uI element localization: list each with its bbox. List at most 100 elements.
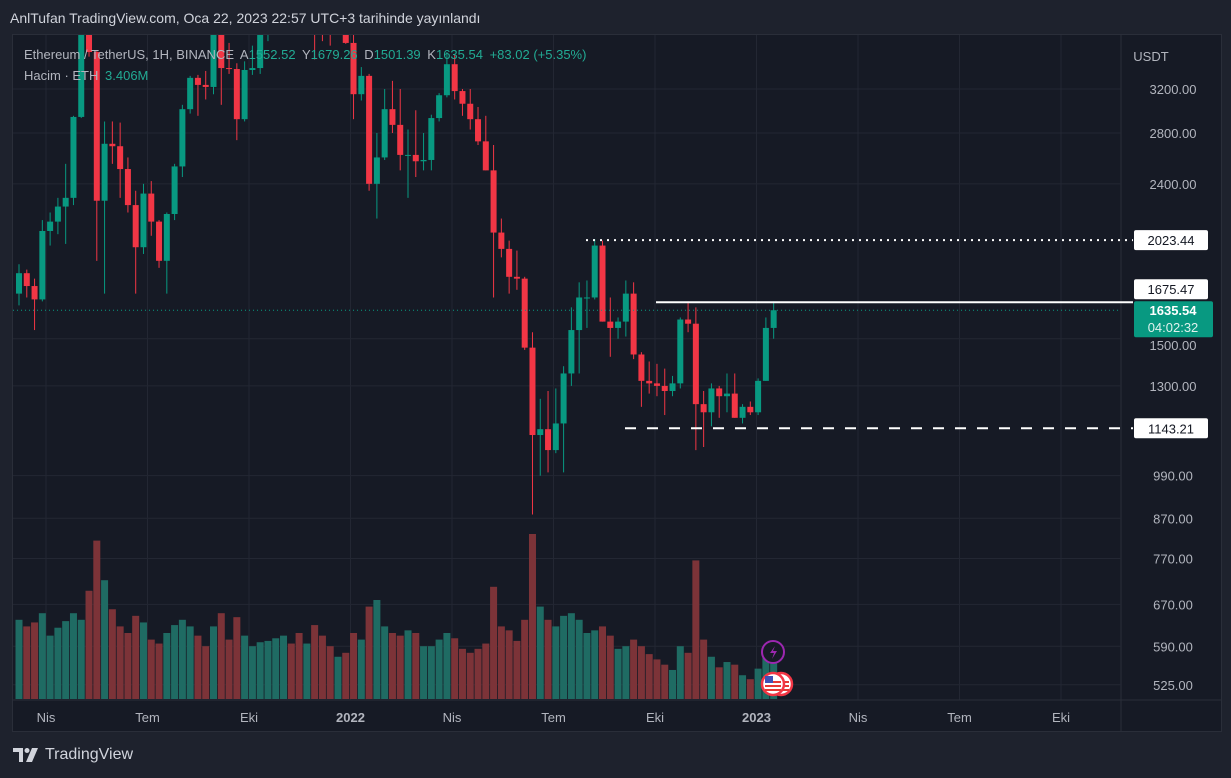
candle-body [124,169,131,206]
price-axis-label: 2400.00 [1150,177,1197,192]
volume-bar [264,640,272,699]
candle-body [568,330,575,374]
candle-body [591,245,598,298]
legend-open: 1552.52 [248,47,296,62]
volume-bar [101,580,109,699]
volume-bar [497,626,505,699]
volume-bar [490,586,498,699]
candle-body [630,293,637,355]
candle-body [708,388,715,413]
candle-body [475,119,482,142]
price-axis-label: 1500.00 [1150,338,1197,353]
volume-bar [614,648,622,699]
candle-body [755,380,762,413]
volume-bar [318,635,326,699]
candle-body [653,383,660,386]
price-axis-label: 770.00 [1153,552,1193,567]
candle-body [599,245,606,322]
candle-body [412,154,419,162]
price-axis-label: 590.00 [1153,639,1193,654]
volume-bar [38,613,46,699]
time-axis-label: 2023 [742,710,771,725]
lightning-icon-glyph [770,646,777,659]
volume-bar [762,648,770,699]
candlestick-chart[interactable]: Nis Tem Eki 2022 Nis Tem Eki 2023 Nis Tem Eki USDT 3… [13,35,1222,732]
candle-body [54,206,61,222]
price-axis-currency[interactable]: USDT [1133,49,1168,64]
candle-body [731,393,738,418]
candle-body [716,388,723,397]
current-price-badge [1134,301,1213,338]
price-axis-label: 990.00 [1153,469,1193,484]
time-axis-label: Eki [1052,710,1070,725]
candle-body [163,214,170,261]
volume-bar [287,643,295,699]
volume-bar [692,560,700,699]
time-axis-label: Eki [646,710,664,725]
time-axis-label: Tem [947,710,972,725]
flag-canton [765,676,773,683]
volume-bar [676,646,684,699]
volume-bar [653,659,661,699]
volume-bar [388,633,396,699]
volume-bar [739,675,747,699]
candle-body [156,221,163,261]
volume-bar [194,635,202,699]
candle-body [607,321,614,328]
volume-bar [186,626,194,699]
volume-bar [544,619,552,699]
candle-body [233,69,240,120]
tradingview-branding[interactable]: TradingView [13,746,133,764]
support-1143-label-bg [1134,418,1208,439]
candle-body [241,69,248,120]
candle-body [31,286,38,300]
candle-body [70,116,77,198]
legend-volume: 3.406M [105,68,149,83]
time-axis-label: 2022 [336,710,365,725]
brand-name: TradingView [45,746,134,763]
candle-body [739,406,746,418]
volume-bar [178,619,186,699]
chart-pane[interactable]: Nis Tem Eki 2022 Nis Tem Eki 2023 Nis Tem Eki USDT 3… [12,34,1222,732]
volume-bar [684,652,692,699]
volume-bar [458,648,466,699]
volume-bar [707,656,715,699]
volume-bar [256,642,264,699]
volume-bar [93,540,101,699]
candle-body [467,103,474,120]
candle-body [397,124,404,155]
candle-body [16,273,22,294]
candle-body [420,159,427,162]
candle-body [552,423,559,451]
price-axis-label: 870.00 [1153,511,1193,526]
volume-bar [700,639,708,699]
candle-body [560,373,567,424]
time-axis-label: Eki [240,710,258,725]
price-axis-label: 670.00 [1153,597,1193,612]
volume-bar [202,646,210,699]
volume-bar [474,648,482,699]
volume-bar [233,617,241,699]
candle-body [47,221,54,231]
volume-bar [381,626,389,699]
time-axis-label: Tem [135,710,160,725]
volume-bar [217,613,225,699]
volume-bar [77,619,85,699]
volume-bar [350,633,358,699]
candle-body [529,347,536,436]
candle-body [615,321,622,328]
volume-bar [482,643,490,699]
candle-body [249,68,256,70]
volume-bar [427,646,435,699]
volume-bar [420,646,428,699]
volume-bar [591,630,599,699]
volume-bar [731,664,739,699]
volume-bar [163,633,171,699]
candle-body [576,297,583,331]
legend-symbol[interactable]: Ethereum / TetherUS, 1H, BINANCE [24,47,235,62]
candle-body [210,35,217,87]
legend-volume-label[interactable]: Hacim · ETH [24,68,99,83]
volume-bar [645,654,653,699]
volume-bar [139,622,147,699]
flag-stripe [765,689,781,691]
